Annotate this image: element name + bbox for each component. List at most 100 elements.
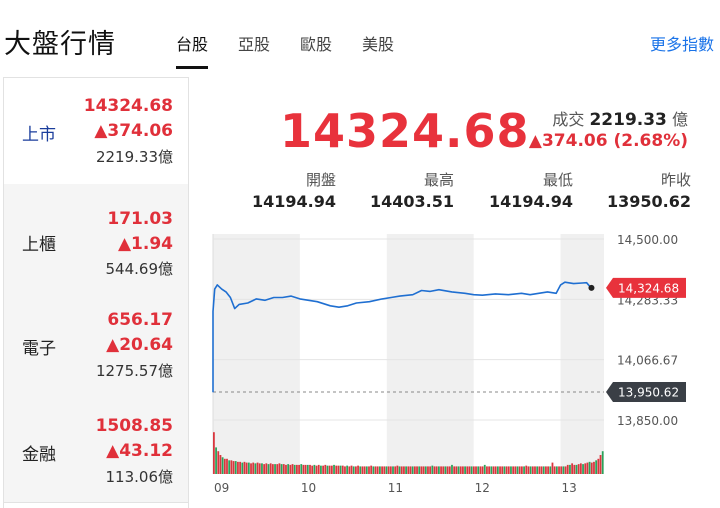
volume-bar [217, 451, 220, 474]
price-line [212, 281, 592, 393]
volume-bar [274, 464, 276, 474]
volume-bar [346, 465, 349, 474]
x-tick-label: 12 [475, 481, 490, 495]
index-name: 上市 [22, 125, 56, 145]
volume-bar [403, 466, 405, 474]
volume-bar [365, 466, 368, 474]
volume-bar [590, 462, 593, 474]
volume-bar [341, 465, 344, 474]
volume-bar [282, 464, 285, 474]
stat-open: 開盤 14194.94 [236, 169, 336, 211]
more-indices-link[interactable]: 更多指數 [649, 35, 714, 54]
volume-bar [348, 466, 351, 474]
index-item-otc[interactable]: 上櫃 171.03 ▲1.94 544.69億 [4, 184, 188, 291]
tab-asia[interactable]: 亞股 [238, 35, 271, 54]
volume-bar [529, 466, 532, 474]
volume-bar [549, 466, 552, 474]
volume-bar [601, 451, 604, 474]
trade-volume: 成交 2219.33 億 [552, 106, 688, 130]
volume-bar [267, 464, 270, 474]
y-tick-label: 13,850.00 [617, 414, 678, 428]
volume-bar [226, 458, 228, 474]
volume-bar [540, 466, 543, 474]
volume-bar [527, 466, 530, 474]
volume-bar [234, 461, 237, 474]
volume-bar [593, 461, 595, 474]
volume-bar [494, 466, 497, 474]
volume-bar [558, 466, 560, 474]
volume-bar [306, 464, 309, 474]
volume-bar [221, 457, 224, 474]
tab-us[interactable]: 美股 [362, 35, 395, 54]
volume-bar [545, 466, 547, 474]
volume-bar [392, 466, 394, 474]
volume-bar [311, 465, 314, 474]
volume-bar [562, 466, 565, 474]
volume-bar [285, 464, 287, 474]
index-volume: 1275.57億 [95, 362, 173, 380]
volume-bar [507, 466, 510, 474]
volume-bar [291, 464, 294, 474]
volume-bar [525, 465, 528, 474]
stat-low: 最低 14194.94 [473, 169, 573, 211]
volume-bar [579, 463, 582, 474]
index-item-electronics[interactable]: 電子 656.17 ▲20.64 1275.57億 [4, 290, 188, 397]
volume-bar [470, 466, 473, 474]
volume-bar [520, 466, 523, 474]
index-list: 上市 14324.68 ▲374.06 2219.33億 上櫃 171.03 ▲… [3, 77, 189, 508]
volume-bar [582, 464, 584, 474]
volume-bar [289, 464, 292, 474]
volume-bar [368, 466, 370, 474]
index-name: 金融 [22, 445, 56, 465]
index-volume: 2219.33億 [95, 148, 173, 166]
volume-bar [429, 466, 432, 474]
volume-bar [536, 466, 539, 474]
volume-label: 成交 [552, 110, 585, 129]
index-change: ▲374.06 [94, 121, 173, 141]
tab-taiwan[interactable]: 台股 [176, 31, 209, 69]
volume-bar [573, 464, 576, 474]
page-title: 大盤行情 [4, 29, 116, 60]
volume-bar [363, 466, 366, 474]
volume-bar [271, 464, 274, 474]
volume-bar [555, 466, 558, 474]
volume-bar [344, 466, 346, 474]
index-item-listed[interactable]: 上市 14324.68 ▲374.06 2219.33億 [4, 78, 188, 185]
volume-bar [462, 466, 464, 474]
volume-bar [247, 462, 250, 474]
stat-value: 14194.94 [251, 192, 336, 211]
index-change: ▲43.12 [106, 441, 173, 461]
volume-bar [560, 466, 563, 474]
index-name: 電子 [22, 339, 56, 359]
volume-bar [584, 463, 587, 474]
volume-bar [464, 466, 466, 474]
current-price-badge [606, 277, 686, 298]
volume-bar [396, 465, 399, 474]
volume-bar [228, 460, 231, 474]
stat-value: 14194.94 [488, 192, 573, 211]
header: 大盤行情 台股 亞股 歐股 美股 更多指數 [0, 0, 720, 74]
prev-close-badge [606, 381, 686, 402]
volume-bar [400, 466, 403, 474]
volume-bar [328, 465, 331, 474]
volume-bar [296, 464, 298, 474]
volume-bar [219, 455, 222, 474]
volume-bar [433, 466, 436, 474]
volume-bar [453, 466, 456, 474]
volume-bar [571, 463, 574, 474]
volume-bar [350, 465, 353, 474]
volume-bar [577, 464, 580, 474]
market-tabs: 台股 亞股 歐股 美股 [176, 31, 424, 69]
volume-bar [280, 464, 283, 474]
index-item-finance[interactable]: 金融 1508.85 ▲43.12 113.06億 [4, 396, 188, 503]
volume-bar [505, 466, 508, 474]
tab-europe[interactable]: 歐股 [300, 35, 333, 54]
volume-bar [531, 466, 534, 474]
volume-bar [315, 465, 318, 474]
y-tick-label: 14,500.00 [617, 233, 678, 247]
volume-bar [263, 464, 266, 474]
volume-bar [265, 463, 268, 474]
volume-bar [261, 463, 263, 474]
volume-bar [335, 465, 338, 474]
volume-bar [413, 466, 416, 474]
